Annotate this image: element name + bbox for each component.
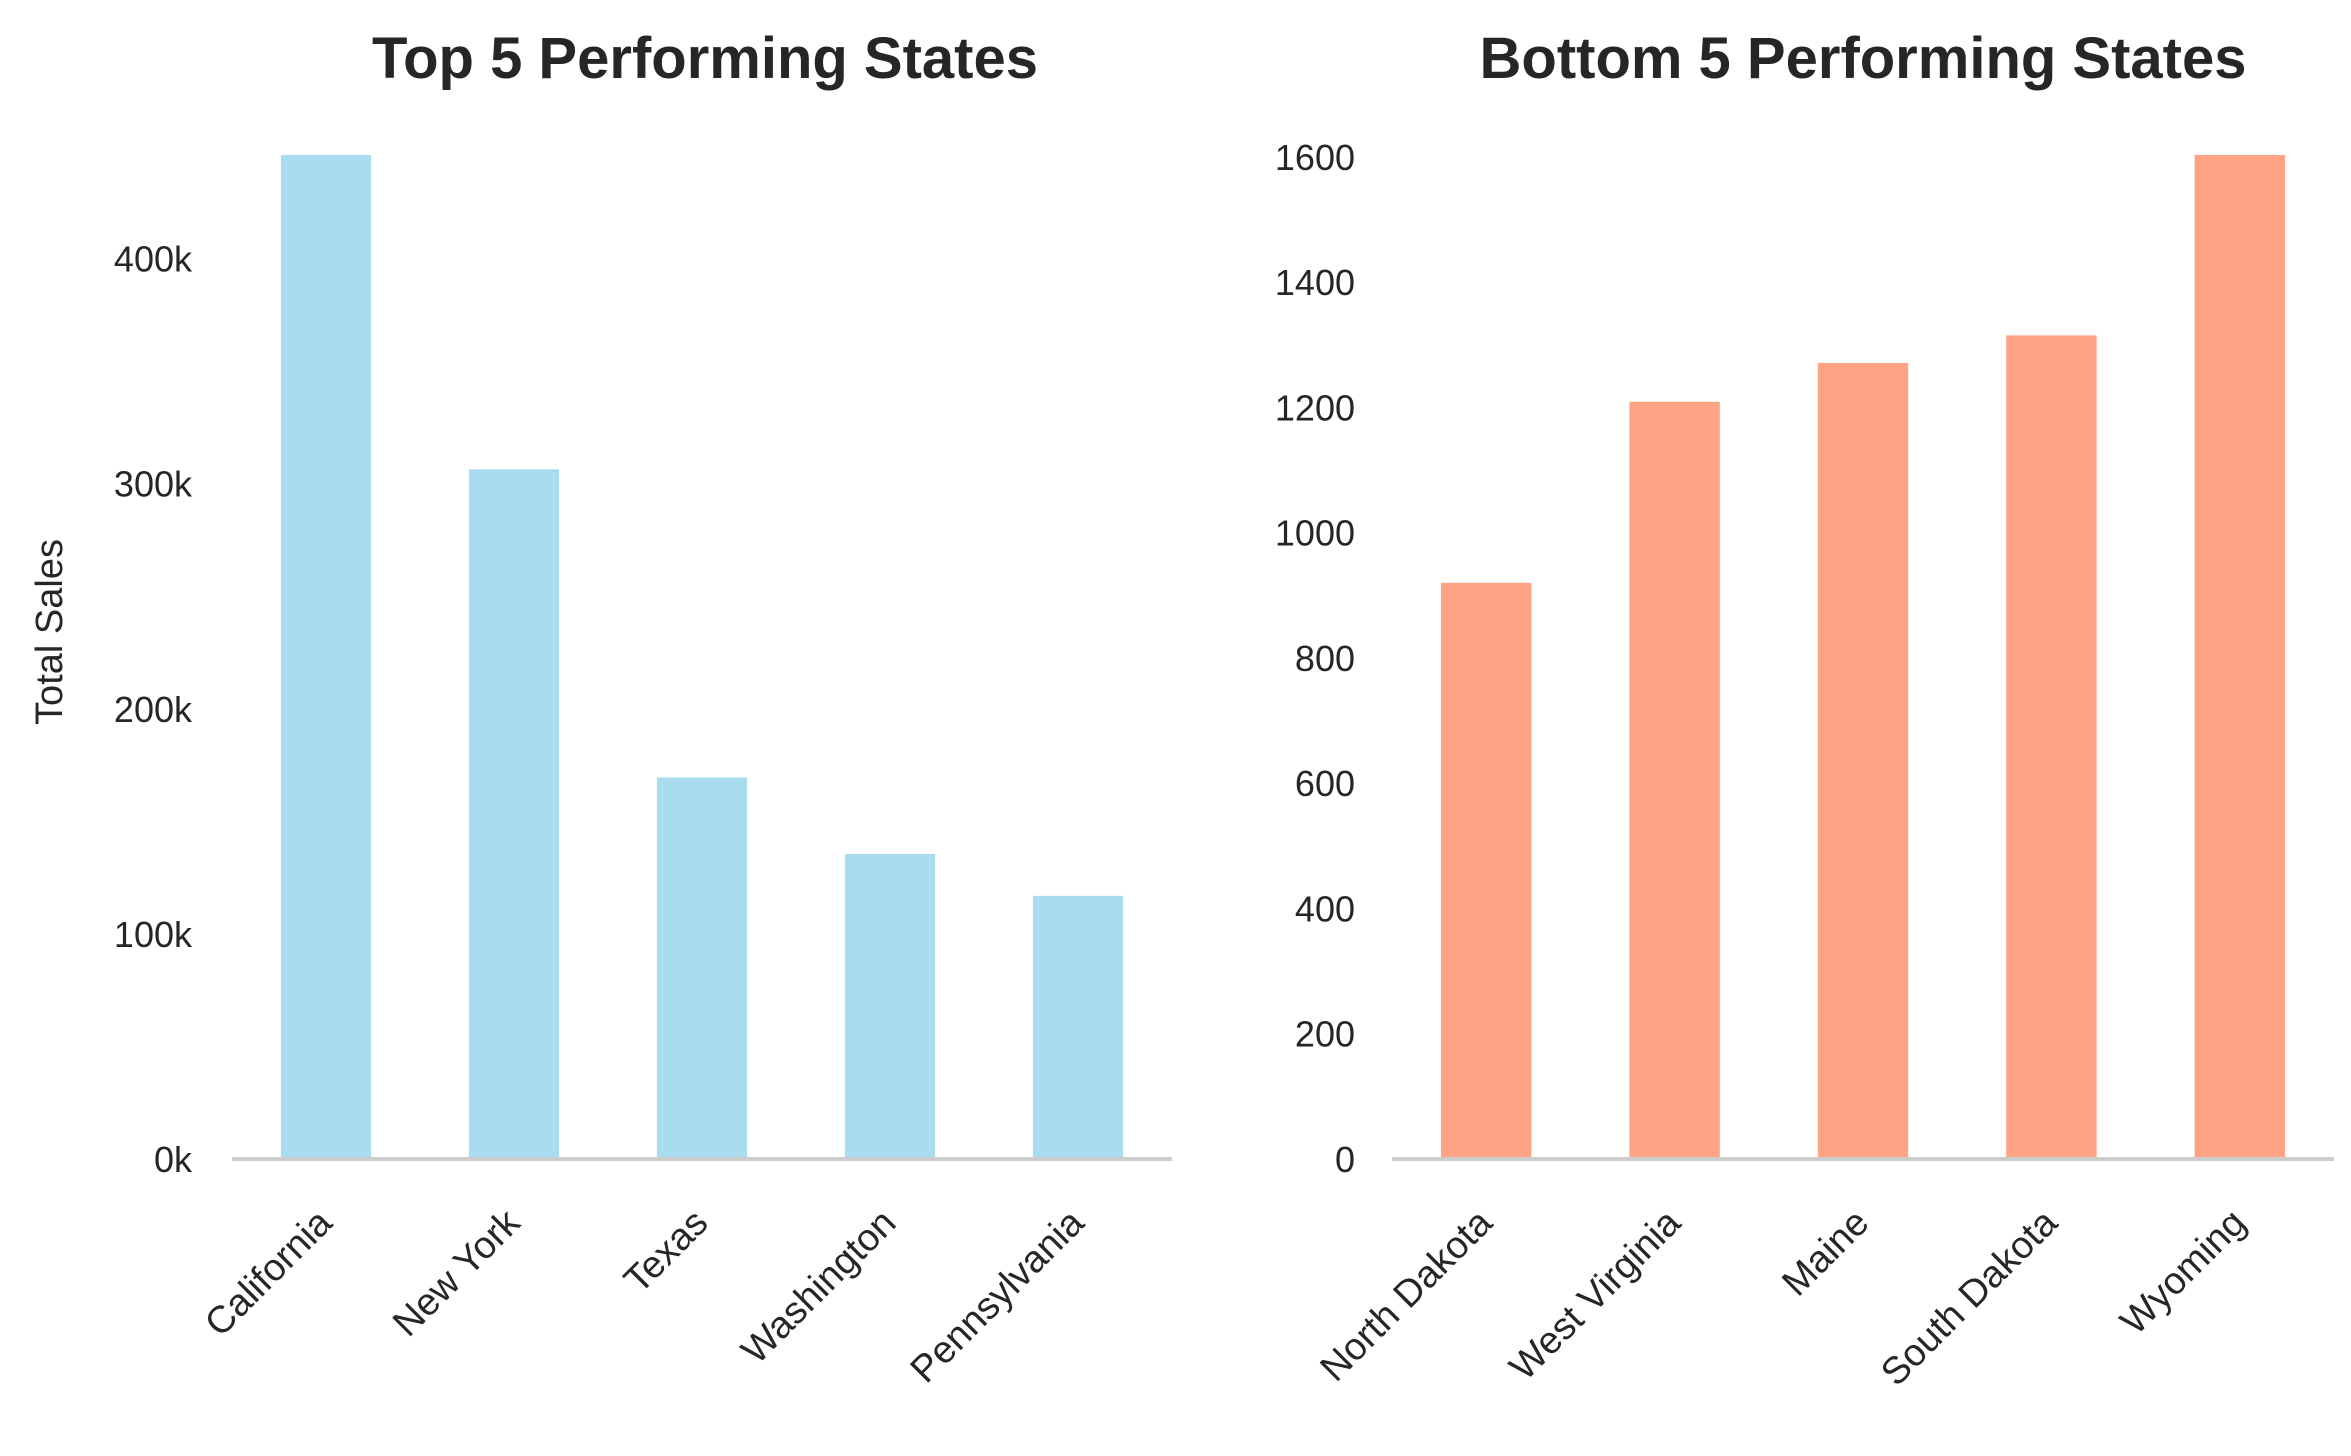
right-y-tick-label: 200 xyxy=(1295,1014,1355,1055)
right-y-tick-label: 1200 xyxy=(1275,387,1355,428)
right-x-tick-label: North Dakota xyxy=(1313,1201,1502,1390)
right-bar xyxy=(1629,401,1720,1159)
right-chart-plot: 0 200 400 600 800 1000 1200 1400 1600 North Dakot… xyxy=(1275,137,2334,1394)
right-y-tick-label: 800 xyxy=(1295,638,1355,679)
left-bar xyxy=(468,469,560,1160)
left-x-tick-label: Texas xyxy=(616,1202,716,1302)
right-chart-title: Bottom 5 Performing States xyxy=(1480,26,2247,91)
left-y-tick-label: 300k xyxy=(114,464,193,505)
right-bar xyxy=(1440,582,1532,1159)
right-x-tick-label: West Virginia xyxy=(1502,1201,1690,1389)
right-y-tick-label: 0 xyxy=(1335,1139,1355,1180)
right-x-tick-label: Maine xyxy=(1774,1202,1877,1305)
right-x-tick-label: South Dakota xyxy=(1873,1201,2066,1394)
right-y-tick-label: 600 xyxy=(1295,763,1355,804)
left-x-tick-label: Pennsylvania xyxy=(903,1201,1093,1391)
left-chart-plot: 0k 100k 200k 300k 400k California New York Texa… xyxy=(114,155,1172,1391)
right-bar xyxy=(2194,155,2286,1159)
right-y-tick-label: 1600 xyxy=(1275,137,1355,178)
left-y-tick-label: 0k xyxy=(154,1139,193,1180)
right-bar xyxy=(1817,362,1909,1159)
left-y-tick-label: 200k xyxy=(114,689,193,730)
right-bar xyxy=(2006,335,2097,1159)
right-y-tick-label: 1000 xyxy=(1275,513,1355,554)
left-x-tick-label: Washington xyxy=(734,1202,905,1373)
left-x-tick-label: California xyxy=(197,1201,341,1345)
right-y-tick-label: 1400 xyxy=(1275,262,1355,303)
left-chart-title: Top 5 Performing States xyxy=(372,26,1038,91)
right-x-tick-label: Wyoming xyxy=(2113,1202,2254,1343)
left-bar xyxy=(280,155,372,1159)
left-y-tick-label: 400k xyxy=(114,239,193,280)
left-x-tick-label: New York xyxy=(385,1201,529,1345)
left-y-axis-label: Total Sales xyxy=(29,539,71,725)
left-bar xyxy=(656,777,748,1159)
left-bar xyxy=(844,853,936,1159)
left-y-tick-label: 100k xyxy=(114,914,193,955)
left-bar xyxy=(1032,895,1124,1159)
right-y-tick-label: 400 xyxy=(1295,888,1355,929)
